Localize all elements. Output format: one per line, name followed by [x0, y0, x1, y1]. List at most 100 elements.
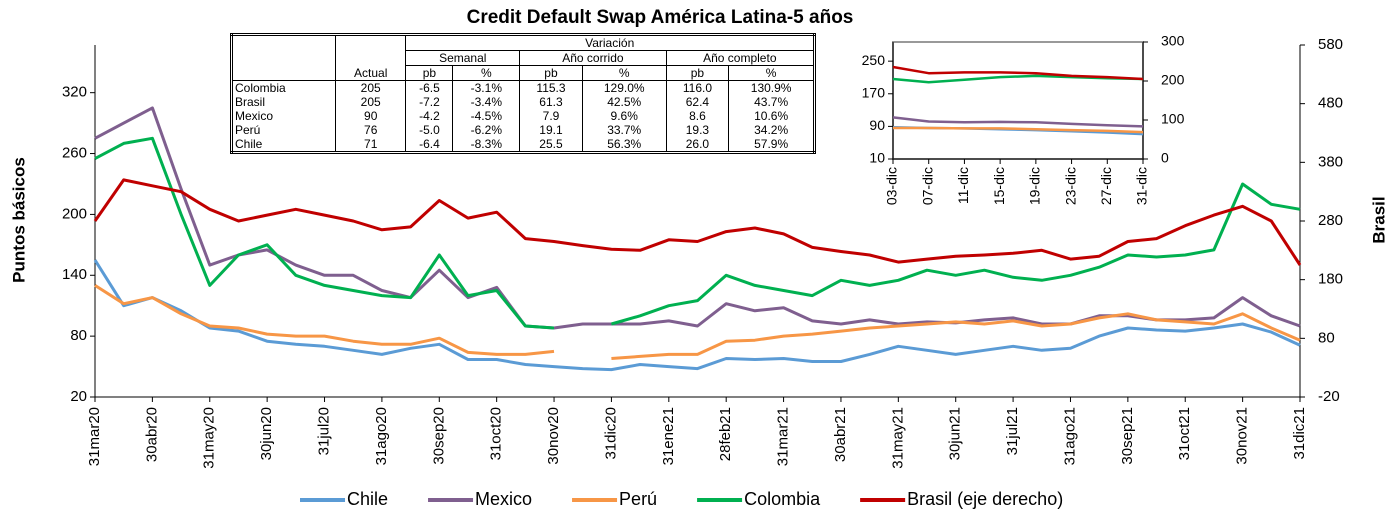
- table-cell: 9.6%: [581, 109, 667, 123]
- x-tick-label: 31may20: [201, 407, 218, 469]
- series-line: [893, 126, 1144, 134]
- legend-label: Perú: [619, 489, 657, 509]
- y-tick-label: 90: [869, 117, 885, 133]
- y-tick-label: 260: [62, 145, 87, 162]
- y-tick-label: 140: [62, 266, 87, 283]
- y2-tick-label: 280: [1318, 212, 1343, 229]
- table-cell: 205: [335, 80, 406, 95]
- table-cell: -3.1%: [452, 80, 520, 95]
- table-cell: %: [452, 65, 520, 81]
- x-tick-label: 30sep20: [430, 407, 447, 465]
- y-tick-label: 320: [62, 84, 87, 101]
- x-tick-label: 30nov20: [545, 407, 562, 465]
- table-cell: 71: [335, 137, 406, 153]
- y2-tick-label: 0: [1161, 150, 1169, 166]
- x-tick-label: 31ene21: [660, 407, 677, 465]
- table-cell: 130.9%: [728, 80, 815, 95]
- table-cell: -6.4: [405, 137, 453, 153]
- table-cell: Mexico: [230, 109, 336, 123]
- x-tick-label: 11-dic: [955, 167, 971, 204]
- table-cell: 56.3%: [581, 137, 667, 153]
- y2-tick-label: 300: [1161, 33, 1185, 49]
- table-cell: Semanal: [405, 50, 520, 66]
- x-tick-label: 31oct21: [1176, 407, 1193, 460]
- table-cell: 43.7%: [728, 95, 815, 109]
- table-cell: 10.6%: [728, 109, 815, 123]
- table-cell: %: [728, 65, 815, 81]
- y2-tick-label: 80: [1318, 329, 1335, 346]
- table-cell: -4.2: [405, 109, 453, 123]
- table-cell: 19.3: [665, 123, 729, 137]
- x-tick-label: 27-dic: [1098, 167, 1114, 205]
- table-cell: 115.3: [519, 80, 583, 95]
- y-tick-label: 20: [70, 388, 87, 405]
- table-cell: 90: [335, 109, 406, 123]
- table-cell: 25.5: [519, 137, 583, 153]
- y2-tick-label: 180: [1318, 271, 1343, 288]
- table-row: Brasil 205 -7.2 -3.4% 61.3 42.5% 62.4 43.7%: [230, 95, 815, 109]
- x-tick-label: 31ago20: [373, 407, 390, 465]
- y2-tick-label: 100: [1161, 111, 1185, 127]
- table-cell: 7.9: [519, 109, 583, 123]
- table-cell: 62.4: [665, 95, 729, 109]
- x-tick-label: 30abr20: [143, 407, 160, 462]
- table-row: Chile 71 -6.4 -8.3% 25.5 56.3% 26.0 57.9%: [230, 137, 815, 153]
- y-tick-label: 200: [62, 205, 87, 222]
- x-tick-label: 23-dic: [1062, 167, 1078, 205]
- table-cell: -6.5: [405, 80, 453, 95]
- y-tick-label: 170: [862, 84, 886, 100]
- table-cell: 57.9%: [728, 137, 815, 153]
- table-cell: Variación: [405, 34, 815, 51]
- x-tick-label: 15-dic: [991, 167, 1007, 205]
- table-cell: 34.2%: [728, 123, 815, 137]
- x-tick-label: 31mar20: [86, 407, 103, 466]
- table-cell: 116.0: [665, 80, 729, 95]
- x-tick-label: 30nov21: [1234, 407, 1251, 465]
- x-tick-label: 31-dic: [1134, 167, 1150, 205]
- table-cell: Actual: [335, 34, 406, 81]
- table-row: Mexico 90 -4.2 -4.5% 7.9 9.6% 8.6 10.6%: [230, 109, 815, 123]
- y2-tick-label: -20: [1318, 388, 1340, 405]
- y-tick-label: 10: [869, 150, 885, 166]
- legend-label: Colombia: [744, 489, 821, 509]
- table-cell: pb: [519, 65, 583, 81]
- legend-label: Mexico: [475, 489, 532, 509]
- series-line: [94, 106, 1301, 330]
- x-tick-label: 30sep21: [1119, 407, 1136, 465]
- series-line: [94, 284, 1301, 360]
- inset-frame: [892, 41, 1144, 160]
- summary-table: Actual Variación Semanal Año corrido Año com…: [230, 33, 816, 154]
- y2-axis-label: Brasil: [1369, 196, 1388, 243]
- x-tick-label: 31may21: [889, 407, 906, 469]
- table-row: Actual Variación: [230, 34, 815, 81]
- table-cell: -8.3%: [452, 137, 520, 153]
- table-cell: 76: [335, 123, 406, 137]
- table-cell: 61.3: [519, 95, 583, 109]
- table-cell: 26.0: [665, 137, 729, 153]
- table-cell: Año corrido: [519, 50, 667, 66]
- table-cell: 129.0%: [581, 80, 667, 95]
- table-cell: 42.5%: [581, 95, 667, 109]
- x-tick-label: 31dic20: [602, 407, 619, 460]
- y-axis-label: Puntos básicos: [9, 157, 28, 283]
- x-tick-label: 28feb21: [717, 407, 734, 461]
- x-tick-label: 31oct20: [488, 407, 505, 460]
- y2-tick-label: 580: [1318, 36, 1343, 53]
- y2-tick-label: 200: [1161, 72, 1185, 88]
- x-tick-label: 07-dic: [919, 167, 935, 205]
- table-cell: pb: [405, 65, 453, 81]
- y2-tick-label: 380: [1318, 153, 1343, 170]
- x-tick-label: 30jun20: [258, 407, 275, 460]
- series-line: [93, 259, 1301, 372]
- table-cell: Chile: [230, 137, 336, 153]
- table-row: Perú 76 -5.0 -6.2% 19.1 33.7% 19.3 34.2%: [230, 123, 815, 137]
- table-cell: Año completo: [665, 50, 815, 66]
- table-cell: %: [581, 65, 667, 81]
- table-cell: 205: [335, 95, 406, 109]
- x-tick-label: 03-dic: [884, 167, 900, 205]
- legend-label: Brasil (eje derecho): [907, 489, 1063, 509]
- x-tick-label: 30jun21: [947, 407, 964, 460]
- y-tick-label: 80: [70, 327, 87, 344]
